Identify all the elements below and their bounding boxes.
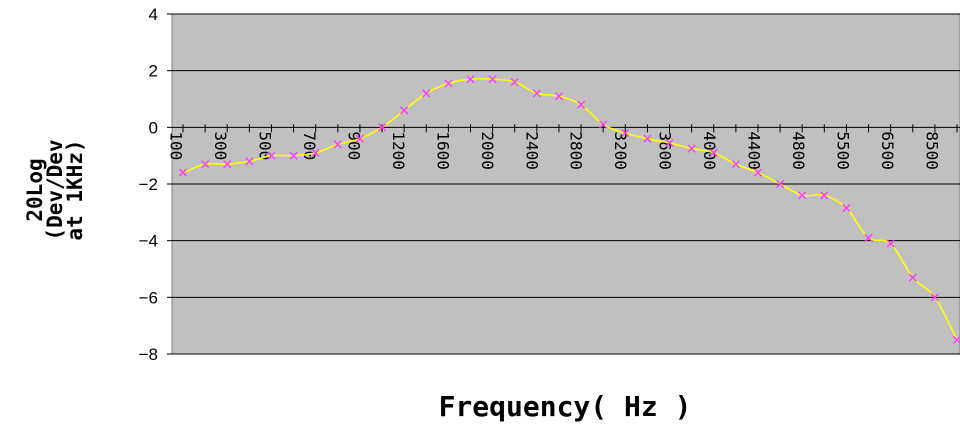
data-point [731,160,740,169]
data-point [798,191,807,200]
y-tick-label: −4 [139,232,158,251]
data-point [665,138,674,147]
gridlines [172,13,960,355]
data-point [355,134,364,143]
data-point [886,239,895,248]
y-axis-title-line: 20Log [23,158,47,221]
series-line [182,77,958,341]
data-point [289,151,298,160]
series-markers [178,75,960,344]
data-point [864,233,873,242]
data-point [510,77,519,87]
y-tick-label: −8 [139,345,158,364]
y-tick-labels: 4 2 0 −2 −4 −6 −8 [139,5,172,364]
y-axis-title-line: (Dev/Dev [43,139,67,240]
data-point [908,273,917,282]
x-tick-label: 2800 [567,131,586,170]
x-tick-label: 1200 [389,131,408,170]
y-axis-title: 20Log(Dev/Devat 1KHz) [23,139,87,240]
x-tick-label: 900 [344,131,363,160]
x-tick-label: 4000 [700,131,719,170]
x-tick-label: 1600 [433,131,452,170]
x-tick-label: 2400 [522,131,541,170]
data-point [178,168,188,177]
data-point [422,89,431,98]
data-point [400,106,409,115]
data-point [444,79,453,88]
y-tick-label: −6 [139,288,158,307]
data-point [687,144,696,153]
data-point [333,140,342,149]
x-tick-label: 700 [300,131,319,160]
data-point [554,92,564,101]
x-axis-title: Frequency( Hz ) [439,390,692,423]
x-tick-label: 3600 [656,131,675,170]
x-tick-label: 300 [211,131,230,160]
y-axis-title-line: at 1KHz) [63,139,87,240]
data-point [599,120,608,129]
x-tick-label: 8500 [923,131,942,170]
x-tick-label: 100 [167,131,186,160]
x-tick-label: 3200 [611,131,630,170]
data-point [842,204,851,213]
x-tick-label: 5500 [834,131,853,170]
y-tick-label: −2 [139,175,158,194]
y-tick-label: 0 [149,118,158,137]
data-point [201,160,210,169]
data-point [776,179,785,189]
data-point [576,100,586,109]
x-tick-label: 4800 [789,131,808,170]
data-point [245,157,254,166]
data-point [709,148,718,157]
data-point [267,151,276,160]
zero-axis-ticks [182,124,958,133]
data-point [643,134,652,143]
x-tick-label: 6500 [878,131,897,170]
data-point [488,75,497,84]
data-point [930,293,939,302]
x-tick-label: 4400 [745,131,764,170]
data-point [621,128,630,138]
y-tick-label: 2 [149,62,158,81]
data-point [466,75,475,84]
data-point [223,160,232,169]
data-point [753,168,763,177]
data-point [311,148,320,157]
data-point [952,335,960,344]
data-point [532,89,541,98]
data-point [820,191,829,200]
x-tick-label: 2000 [478,131,497,170]
data-point [377,123,387,132]
y-tick-label: 4 [149,5,158,24]
x-tick-labels: 100 300 500 700 900 1200 1600 2000 2400 2800 3200 3… [167,131,942,170]
